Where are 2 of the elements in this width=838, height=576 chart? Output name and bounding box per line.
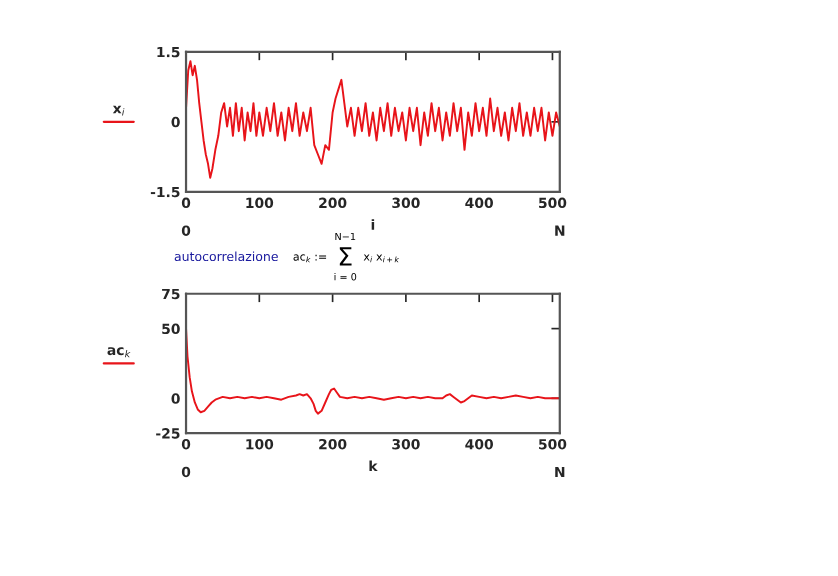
text: Σ [339,247,352,266]
line-series [186,60,560,179]
